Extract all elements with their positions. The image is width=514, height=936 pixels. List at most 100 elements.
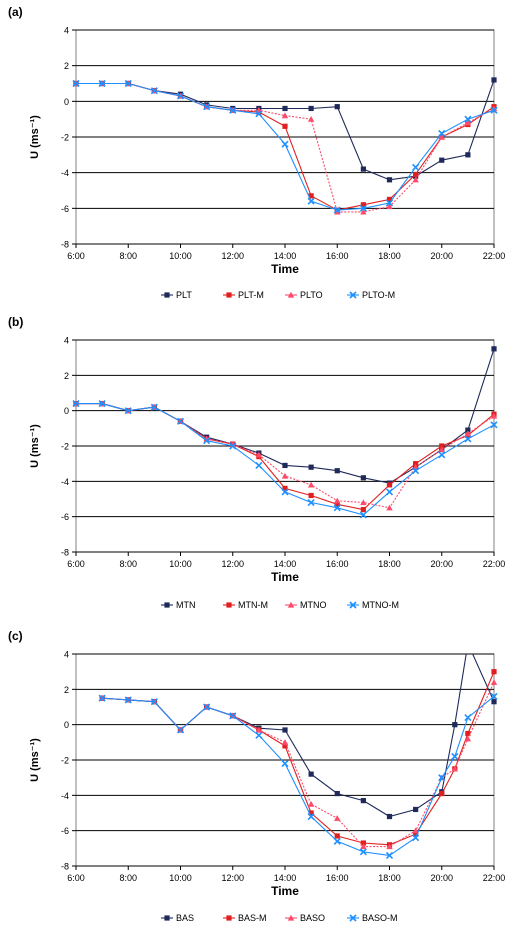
y-axis-title: U (ms⁻¹) xyxy=(29,738,41,782)
x-axis-title: Time xyxy=(271,262,299,276)
data-point xyxy=(203,437,211,445)
legend-item-plt: PLT xyxy=(176,290,192,300)
data-point xyxy=(124,407,132,415)
data-point xyxy=(386,203,393,210)
data-point xyxy=(464,119,472,126)
data-point xyxy=(255,731,263,739)
data-point xyxy=(413,806,419,813)
data-point xyxy=(490,421,498,429)
data-point xyxy=(412,467,420,475)
y-tick-label: -8 xyxy=(61,240,69,250)
data-point xyxy=(281,759,289,768)
data-point xyxy=(360,166,366,172)
x-tick-label: 6:00 xyxy=(67,559,85,569)
data-point xyxy=(386,177,393,183)
data-point xyxy=(307,197,315,205)
x-tick-label: 12:00 xyxy=(221,251,244,261)
data-point xyxy=(176,92,185,100)
x-tick-label: 8:00 xyxy=(119,559,137,569)
legend-marker xyxy=(349,914,357,922)
x-tick-label: 20:00 xyxy=(430,559,453,569)
x-tick-label: 10:00 xyxy=(169,251,192,261)
data-point xyxy=(176,417,185,425)
legend-item-mtn: MTN xyxy=(176,600,196,610)
x-tick-label: 14:00 xyxy=(274,873,297,883)
data-point xyxy=(281,488,289,496)
data-point xyxy=(491,346,497,352)
data-point xyxy=(412,834,420,842)
legend-item-bas-m: BAS-M xyxy=(238,913,267,923)
data-point xyxy=(360,475,366,481)
data-point xyxy=(334,104,340,110)
data-point xyxy=(465,730,471,737)
y-tick-label: -8 xyxy=(61,548,69,558)
y-tick-label: 4 xyxy=(64,336,69,346)
x-tick-label: 8:00 xyxy=(119,251,137,261)
legend-marker xyxy=(164,602,170,608)
data-point xyxy=(464,430,472,437)
data-point xyxy=(255,726,263,733)
data-point xyxy=(464,735,472,742)
x-tick-label: 22:00 xyxy=(483,251,506,261)
data-point xyxy=(255,451,263,458)
data-point xyxy=(359,204,367,212)
data-point xyxy=(360,499,367,506)
data-point xyxy=(308,810,314,816)
data-point xyxy=(360,843,367,850)
x-tick-label: 8:00 xyxy=(119,873,137,883)
data-point xyxy=(439,443,445,449)
data-point xyxy=(464,435,472,443)
y-tick-label: -4 xyxy=(61,791,69,801)
data-point xyxy=(282,485,288,491)
x-tick-label: 10:00 xyxy=(169,559,192,569)
data-point xyxy=(491,77,497,83)
data-point xyxy=(386,813,393,820)
data-point xyxy=(98,694,106,702)
legend-item-plt-m: PLT-M xyxy=(238,290,264,300)
data-point xyxy=(451,765,459,772)
legend-marker xyxy=(349,291,357,299)
y-tick-label: 4 xyxy=(64,26,69,36)
data-point xyxy=(150,403,158,411)
x-tick-label: 12:00 xyxy=(221,873,244,883)
data-point xyxy=(282,727,288,733)
data-point xyxy=(386,482,393,488)
y-axis-title: U (ms⁻¹) xyxy=(29,424,41,468)
panel-label: (b) xyxy=(8,315,23,329)
legend-marker xyxy=(164,292,170,298)
data-point xyxy=(438,451,446,459)
data-point xyxy=(490,692,498,700)
data-point xyxy=(334,208,341,215)
data-point xyxy=(359,511,367,519)
data-point xyxy=(282,105,288,112)
data-point xyxy=(360,507,366,513)
data-point xyxy=(308,105,314,112)
y-tick-label: 4 xyxy=(64,650,69,660)
data-point xyxy=(334,815,341,821)
data-point xyxy=(72,400,80,408)
legend-item-mtn-m: MTN-M xyxy=(238,600,268,610)
y-tick-label: 2 xyxy=(64,61,69,71)
x-tick-label: 16:00 xyxy=(326,873,349,883)
y-axis-title: U (ms⁻¹) xyxy=(29,115,41,159)
x-axis-title: Time xyxy=(271,570,299,584)
x-tick-label: 22:00 xyxy=(483,559,506,569)
data-point xyxy=(438,446,445,453)
panel-label: (a) xyxy=(8,5,23,19)
data-point xyxy=(229,106,237,114)
data-point xyxy=(464,115,472,123)
data-point xyxy=(465,427,471,433)
data-point xyxy=(150,87,158,95)
legend-item-mtno-m: MTNO-M xyxy=(362,600,399,610)
data-point xyxy=(124,696,132,704)
data-point xyxy=(333,206,341,214)
x-tick-label: 16:00 xyxy=(326,559,349,569)
data-point xyxy=(413,461,419,467)
y-tick-label: 0 xyxy=(64,97,69,107)
data-point xyxy=(308,193,314,199)
data-point xyxy=(150,698,158,706)
data-point xyxy=(490,412,498,419)
data-point xyxy=(334,833,340,839)
data-point xyxy=(438,129,446,137)
